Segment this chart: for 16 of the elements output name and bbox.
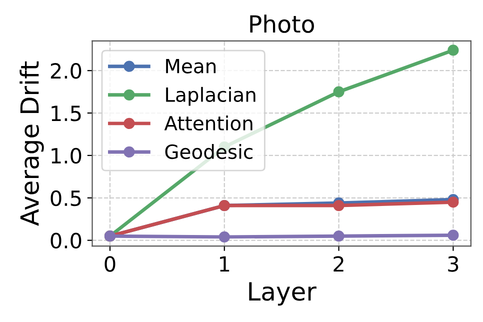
y-tick-label: 0.0: [50, 232, 82, 249]
y-tick-label: 0.5: [50, 190, 81, 206]
x-tick-label: 2: [334, 256, 344, 272]
y-tick-label: 1.0: [52, 148, 82, 164]
legend-label: Mean: [166, 58, 216, 74]
legend-label: Geodesic: [165, 144, 252, 160]
legend-label: Attention: [164, 115, 252, 131]
x-tick-label: 0: [104, 256, 116, 272]
x-axis-title: Layer: [249, 282, 316, 306]
legend-label: Laplacian: [166, 86, 256, 106]
x-tick-label: 3: [448, 256, 458, 272]
y-tick-label: 1.5: [52, 106, 81, 122]
x-tick-label: 1: [220, 256, 230, 272]
chart-title: Photo: [250, 14, 314, 33]
y-axis-title: Average Drift: [20, 61, 44, 226]
y-tick-label: 2.0: [50, 63, 82, 79]
